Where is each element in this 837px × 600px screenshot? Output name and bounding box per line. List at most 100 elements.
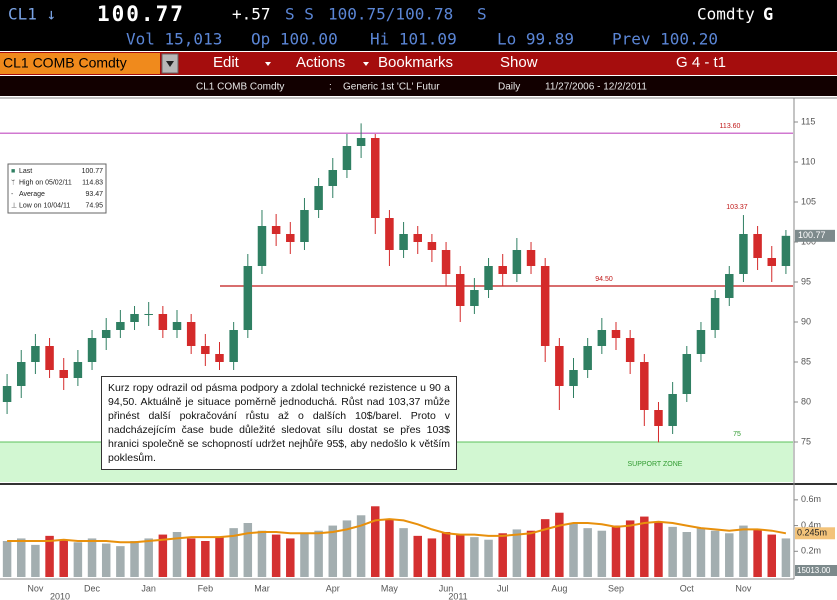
- volume-bar: [583, 528, 592, 577]
- volume-bar: [31, 544, 40, 577]
- menu-arrow: [363, 62, 369, 66]
- candle-body: [399, 234, 408, 250]
- candle-body: [470, 290, 479, 306]
- volume-bar: [484, 539, 493, 577]
- info-separator: :: [329, 82, 332, 93]
- volume-average: [7, 518, 787, 544]
- volume-bar: [540, 519, 550, 577]
- candle-body: [640, 362, 649, 410]
- candle-body: [710, 298, 720, 330]
- y-tick-label: 75: [801, 436, 811, 446]
- x-tick-label: Nov: [27, 583, 44, 593]
- candle-body: [413, 234, 422, 242]
- volume-bar: [753, 529, 762, 577]
- last-price-tag: [795, 229, 835, 242]
- x-tick-label: Nov: [735, 583, 752, 593]
- volume-bar: [455, 534, 465, 577]
- volume-bar: [625, 520, 635, 577]
- candle-body: [257, 226, 267, 266]
- candle-body: [682, 354, 692, 394]
- volume-bar: [654, 521, 663, 577]
- volume-bar: [399, 528, 408, 577]
- candle-body: [101, 330, 111, 338]
- candle-body: [59, 370, 68, 378]
- volume-bar: [441, 532, 451, 577]
- candle-body: [328, 170, 338, 186]
- candle-body: [144, 314, 153, 315]
- volume-bar: [243, 523, 253, 577]
- menu[interactable]: Bookmarks: [378, 54, 453, 71]
- security[interactable]: CL1 COMB Comdty: [3, 55, 127, 71]
- candle-body: [781, 235, 791, 266]
- candle-body: [314, 186, 323, 210]
- candle-body: [201, 346, 210, 354]
- volume-bar: [45, 535, 54, 577]
- candle-body: [696, 330, 706, 354]
- volume-bar: [215, 537, 224, 577]
- y-tick-label: 80: [801, 396, 811, 406]
- volume-bar: [87, 538, 97, 577]
- candle-body: [441, 250, 451, 274]
- low: Lo 99.89: [497, 30, 574, 49]
- toolbar: [0, 52, 837, 75]
- volume-bar: [725, 533, 734, 577]
- candle-body: [45, 346, 54, 370]
- y-tick-label: 105: [801, 196, 816, 206]
- volume-bar: [597, 530, 607, 577]
- candle-body: [286, 234, 295, 242]
- volume-bar: [526, 530, 536, 577]
- legend-label: Average: [19, 191, 45, 198]
- candle-body: [87, 338, 97, 362]
- candle-body: [611, 330, 621, 338]
- candle-body: [158, 314, 168, 330]
- menu[interactable]: Show: [500, 54, 538, 71]
- dropdown-arrow: [166, 61, 174, 67]
- volume-bar: [668, 526, 677, 577]
- volume-bar: [314, 530, 323, 577]
- legend-value: 93.47: [85, 191, 103, 198]
- volume-bar: [271, 534, 281, 577]
- volume-tick-label: 0.2m: [801, 546, 821, 556]
- volume-average-label: 0.245m: [797, 528, 827, 538]
- legend-label: Last: [19, 168, 32, 175]
- x-tick-label: Feb: [198, 583, 214, 593]
- legend-icon: ᛘ: [11, 178, 15, 186]
- candle-body: [498, 266, 507, 274]
- volume-bar: [73, 542, 83, 577]
- x-tick-label: Aug: [551, 583, 567, 593]
- volume-average-tag: [795, 527, 835, 540]
- volume-bar: [257, 530, 267, 577]
- reference-label: 94.50: [595, 276, 613, 283]
- candle-body: [186, 322, 196, 346]
- last-price-label: 100.77: [798, 230, 826, 240]
- y-tick-label: 85: [801, 356, 811, 366]
- support-zone-label: SUPPORT ZONE: [628, 461, 683, 468]
- x-tick-label: Sep: [608, 583, 624, 593]
- security-box[interactable]: [0, 53, 160, 74]
- candle-body: [654, 410, 663, 426]
- volume-bar: [710, 530, 720, 577]
- ticker: CL1 ↓: [8, 5, 56, 24]
- volume-bar: [201, 541, 210, 577]
- info-description: Generic 1st 'CL' Futur: [343, 82, 440, 93]
- volume-bar: [569, 523, 578, 577]
- candle-body: [172, 322, 182, 330]
- year-label: 2011: [448, 591, 467, 600]
- candle-body: [215, 354, 224, 362]
- candle-body: [229, 330, 238, 362]
- volume-bar: [158, 534, 168, 577]
- volume-bar: [555, 512, 564, 577]
- annotation: 103.37: [726, 204, 748, 211]
- quote-header: [0, 0, 837, 51]
- volume-bar: [696, 528, 706, 577]
- candle-body: [753, 234, 762, 258]
- volume-bar: [498, 533, 507, 577]
- candle-body: [583, 346, 592, 370]
- candle-body: [73, 362, 83, 378]
- candle-body: [130, 314, 139, 322]
- menu[interactable]: Actions: [296, 54, 345, 71]
- candle-body: [569, 370, 578, 386]
- menu[interactable]: Edit: [213, 54, 240, 71]
- legend-value: 74.95: [85, 202, 103, 209]
